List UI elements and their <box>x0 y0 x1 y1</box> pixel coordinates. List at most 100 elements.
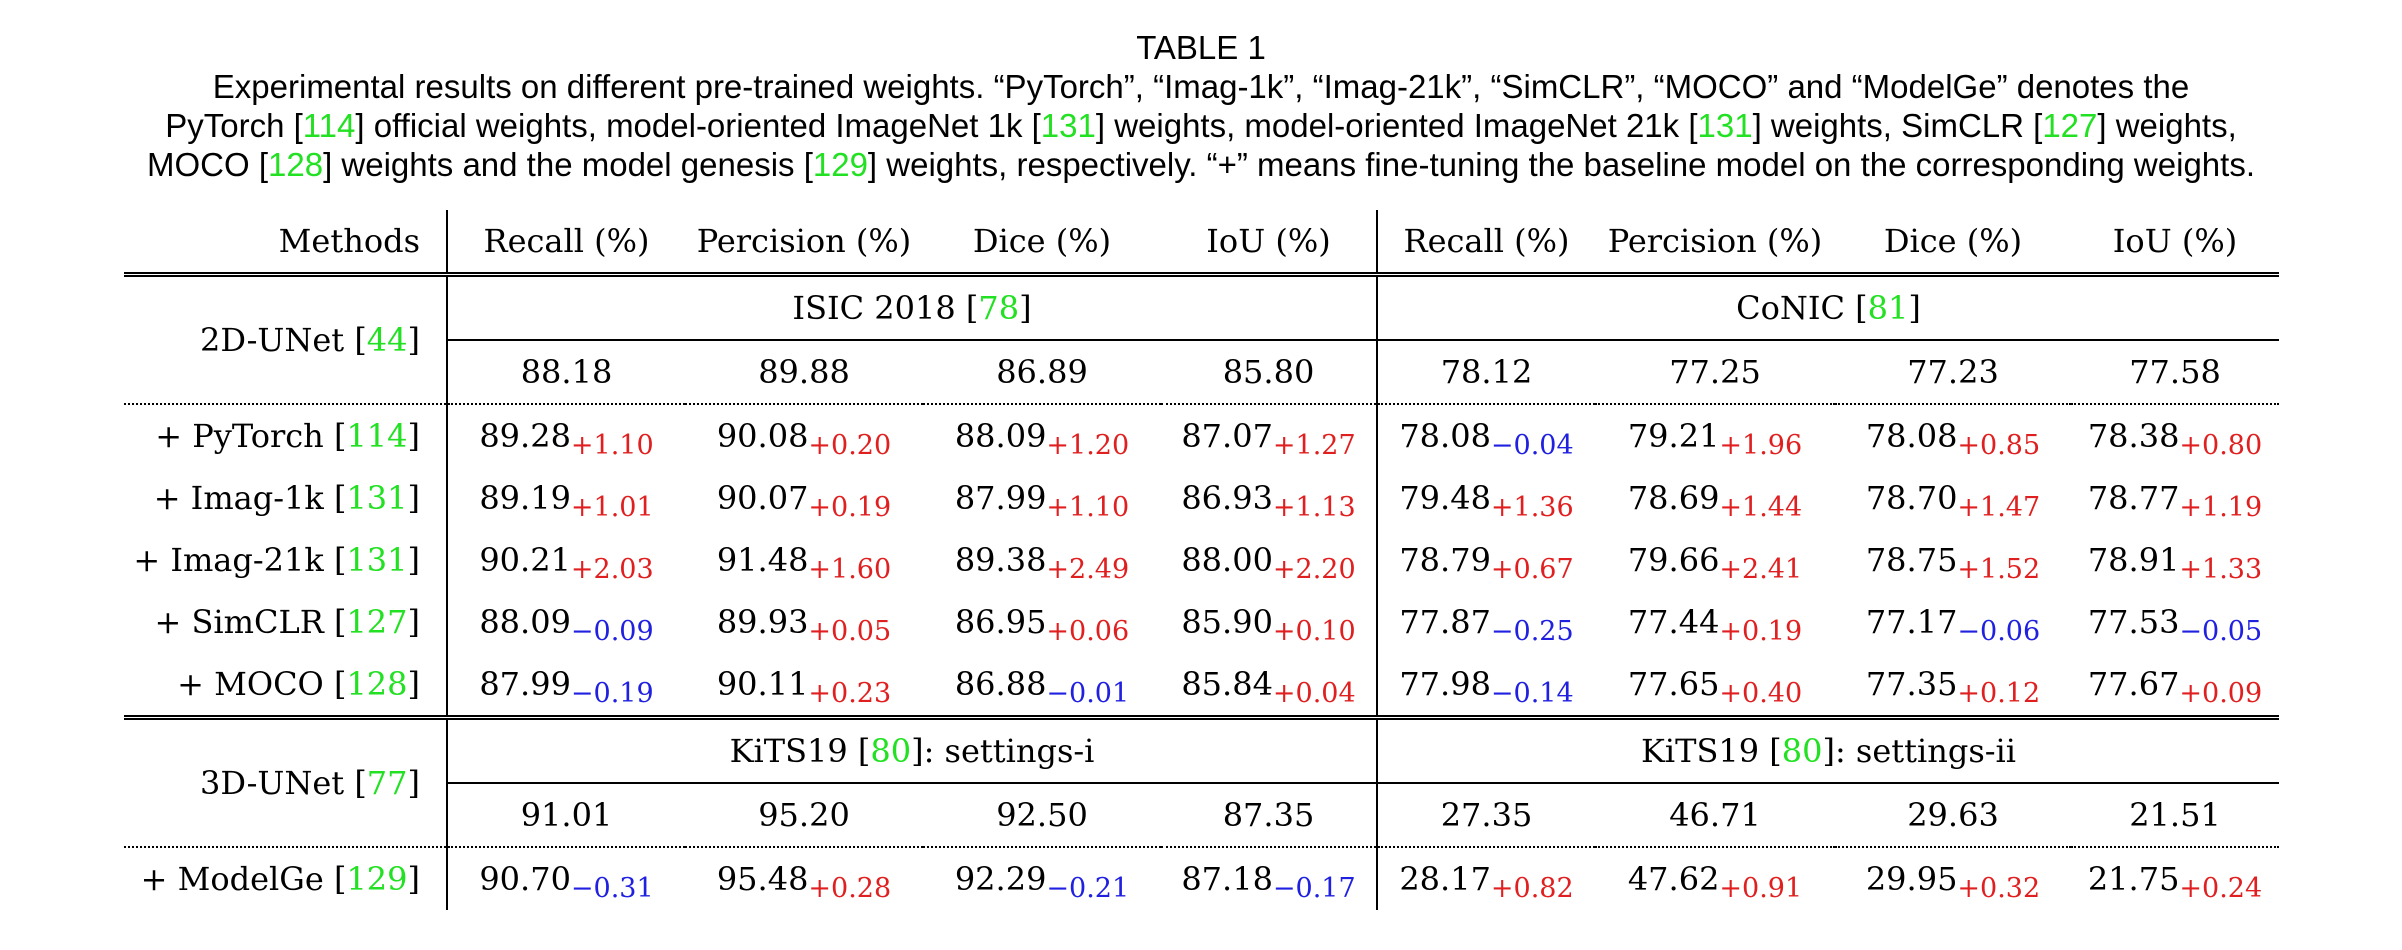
table-row: + ModelGe [129] 90.70−0.31 95.48+0.28 92.29… <box>124 846 2279 910</box>
citation-link[interactable]: 127 <box>346 603 408 641</box>
metric-number: 78.77 <box>2087 479 2180 517</box>
table-row: + Imag-21k [131] 90.21+2.03 91.48+1.60 89.3… <box>124 529 2279 591</box>
citation-link[interactable]: 131 <box>346 479 408 517</box>
metric-number: 88.00 <box>1181 541 1273 579</box>
table-title: TABLE 1 <box>1136 29 1266 66</box>
citation-link[interactable]: 78 <box>978 289 1020 327</box>
citation-link[interactable]: 114 <box>302 107 356 144</box>
metric-cell: 77.17−0.06 <box>1835 591 2071 653</box>
metric-cell: 78.69+1.44 <box>1595 467 1835 529</box>
metric-delta: −0.05 <box>2179 616 2263 647</box>
metric-delta: −0.21 <box>1046 873 1130 904</box>
metric-delta: +0.82 <box>1490 873 1574 904</box>
metric-number: 78.75 <box>1865 541 1958 579</box>
baseline-value: 77.25 <box>1595 340 1835 405</box>
metric-number: 79.21 <box>1627 417 1720 455</box>
citation-link[interactable]: 129 <box>812 146 868 183</box>
metric-value: 87.07+1.27 <box>1181 417 1355 461</box>
method-name: + Imag-21k [ <box>133 541 347 579</box>
baseline-value: 91.01 <box>447 783 685 848</box>
metric-value: 95.48+0.28 <box>717 860 891 904</box>
metric-cell: 78.38+0.80 <box>2071 404 2279 467</box>
metric-number: 77.35 <box>1865 665 1958 703</box>
metric-delta: +0.28 <box>808 873 892 904</box>
metric-value: 77.44+0.19 <box>1628 603 1802 647</box>
header-row: Methods Recall (%) Percision (%) Dice (%) Io… <box>124 210 2279 275</box>
column-header: IoU (%) <box>2112 222 2238 260</box>
metric-value: 78.79+0.67 <box>1399 541 1573 585</box>
metric-delta: −0.09 <box>570 616 654 647</box>
citation-link[interactable]: 128 <box>268 146 324 183</box>
metric-value: 47.62+0.91 <box>1628 860 1802 904</box>
citation-link[interactable]: 128 <box>346 665 408 703</box>
dataset-suffix: ] <box>1908 289 1921 327</box>
citation-link[interactable]: 77 <box>366 764 408 802</box>
dataset-label: KiTS19 [80]: settings-i <box>447 715 1378 784</box>
metric-value: 79.66+2.41 <box>1628 541 1802 585</box>
metric-cell: 77.87−0.25 <box>1377 591 1595 653</box>
metric-delta: +1.10 <box>1046 492 1130 523</box>
dataset-row: 3D-UNet [77] KiTS19 [80]: settings-i KiTS1… <box>124 715 2279 848</box>
metric-number: 78.08 <box>1399 417 1491 455</box>
metric-delta: +2.49 <box>1046 554 1130 585</box>
metric-value: 78.08−0.04 <box>1399 417 1573 461</box>
metric-value: 78.75+1.52 <box>1865 541 2040 585</box>
metric-value: 85.84+0.04 <box>1181 665 1355 709</box>
metric-number: 78.79 <box>1399 541 1491 579</box>
metric-delta: +1.96 <box>1719 430 1803 461</box>
metric-cell: 78.75+1.52 <box>1835 529 2071 591</box>
citation-link[interactable]: 131 <box>346 541 408 579</box>
metric-number: 79.48 <box>1399 479 1491 517</box>
metric-number: 85.84 <box>1181 665 1273 703</box>
metric-delta: +1.13 <box>1272 492 1356 523</box>
caption-line-1: Experimental results on different pre-tr… <box>212 68 2190 105</box>
baseline-value: 78.12 <box>1377 340 1595 405</box>
metric-cell: 78.70+1.47 <box>1835 467 2071 529</box>
metric-cell: 92.29−0.21 <box>923 847 1161 910</box>
citation-link[interactable]: 80 <box>1781 732 1823 770</box>
method-bracket: ] <box>407 603 420 641</box>
method-bracket: ] <box>407 417 420 455</box>
citation-link[interactable]: 114 <box>346 417 408 455</box>
metric-delta: +1.27 <box>1272 430 1356 461</box>
citation-link[interactable]: 80 <box>870 732 912 770</box>
metric-value: 87.18−0.17 <box>1181 860 1355 904</box>
metric-value: 79.21+1.96 <box>1627 417 1802 461</box>
metric-delta: +0.12 <box>1957 678 2041 709</box>
metric-delta: +1.10 <box>570 430 654 461</box>
column-header: Percision (%) <box>696 222 912 260</box>
metric-value: 91.48+1.60 <box>717 541 891 585</box>
metric-value: 90.08+0.20 <box>717 417 891 461</box>
metric-cell: 90.11+0.23 <box>685 653 923 718</box>
metric-value: 21.75+0.24 <box>2087 860 2262 904</box>
table-row: + MOCO [128] 87.99−0.19 90.11+0.23 86.88−0.… <box>124 653 2279 718</box>
metric-delta: +1.47 <box>1957 492 2041 523</box>
metric-delta: +0.20 <box>808 430 892 461</box>
citation-link[interactable]: 44 <box>366 321 408 359</box>
method-cell: + SimCLR [127] <box>124 591 448 653</box>
metric-delta: +0.40 <box>1719 678 1803 709</box>
metric-value: 29.95+0.32 <box>1866 860 2040 904</box>
metric-value: 88.09−0.09 <box>479 603 653 647</box>
metric-delta: +0.04 <box>1272 678 1356 709</box>
metric-value: 90.21+2.03 <box>479 541 653 585</box>
dataset-label: CoNIC [81] <box>1377 272 2279 341</box>
method-name: + PyTorch [ <box>155 417 347 455</box>
baseline-row: 91.01 95.20 92.50 87.35 27.35 46.71 29.63 21.51 <box>124 783 2279 848</box>
dataset-name: KiTS19 [ <box>1640 732 1782 770</box>
metric-delta: −0.25 <box>1490 616 1574 647</box>
dataset-label: ISIC 2018 [78] <box>447 272 1378 341</box>
method-cell: + MOCO [128] <box>124 653 448 718</box>
metric-number: 92.29 <box>954 860 1047 898</box>
metric-number: 77.87 <box>1399 603 1491 641</box>
metric-value: 79.48+1.36 <box>1399 479 1573 523</box>
citation-link[interactable]: 131 <box>1697 107 1753 144</box>
metric-cell: 90.21+2.03 <box>447 529 685 591</box>
citation-link[interactable]: 127 <box>2042 107 2098 144</box>
citation-link[interactable]: 81 <box>1867 289 1909 327</box>
citation-link[interactable]: 131 <box>1040 107 1096 144</box>
citation-link[interactable]: 129 <box>346 860 408 898</box>
metric-cell: 88.00+2.20 <box>1161 529 1378 591</box>
metric-number: 77.98 <box>1399 665 1491 703</box>
metric-number: 21.75 <box>2087 860 2180 898</box>
